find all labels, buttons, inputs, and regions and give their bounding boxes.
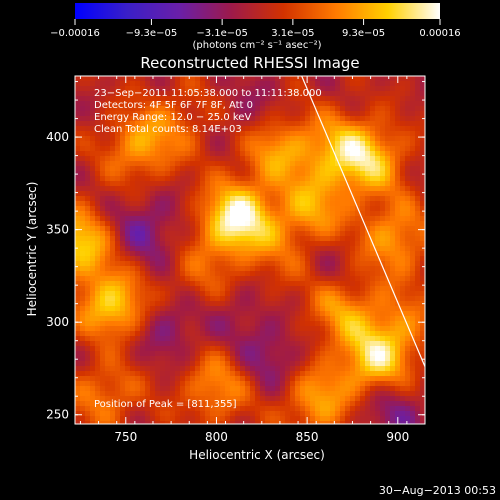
colorbar-tick-label: 3.1e−05	[271, 28, 314, 39]
x-tick-label: 800	[205, 430, 228, 444]
info-energy: Energy Range: 12.0 − 25.0 keV	[94, 112, 251, 123]
colorbar: −0.00016 −9.3e−05 −3.1e−05 3.1e−05 9.3e−05 0.…	[50, 3, 461, 51]
y-tick-label: 250	[46, 408, 69, 422]
y-tick-label: 300	[46, 315, 69, 329]
info-method: Clean Total counts: 8.14E+03	[94, 124, 242, 135]
x-axis-label: Heliocentric X (arcsec)	[189, 448, 325, 462]
y-axis-label: Heliocentric Y (arcsec)	[25, 182, 39, 317]
x-tick-label: 750	[114, 430, 137, 444]
y-tick-label: 400	[46, 130, 69, 144]
colorbar-strip	[75, 3, 440, 19]
colorbar-unit-label: (photons cm⁻² s⁻¹ asec⁻²)	[192, 40, 321, 51]
info-time: 23−Sep−2011 11:05:38.000 to 11:11:38.000	[94, 88, 322, 99]
limb-line	[301, 76, 425, 367]
colorbar-tick-label: 0.00016	[419, 28, 460, 39]
footer-date: 30−Aug−2013 00:53	[379, 484, 496, 497]
colorbar-tick-label: 9.3e−05	[342, 28, 385, 39]
info-detectors: Detectors: 4F 5F 6F 7F 8F, Att 0	[94, 100, 253, 111]
info-peak: Position of Peak = [811,355]	[94, 399, 237, 410]
colorbar-tick-label: −0.00016	[50, 28, 100, 39]
y-tick-label: 350	[46, 223, 69, 237]
heatmap-image	[75, 76, 425, 424]
axis-ticks: 750 800 850 900 250 300 350 400	[46, 76, 426, 444]
colorbar-ticks: −0.00016 −9.3e−05 −3.1e−05 3.1e−05 9.3e−05 0.…	[50, 19, 461, 39]
x-tick-label: 900	[386, 430, 409, 444]
info-box: 23−Sep−2011 11:05:38.000 to 11:11:38.000…	[94, 88, 322, 410]
colorbar-tick-label: −3.1e−05	[196, 28, 248, 39]
plot-frame	[74, 75, 426, 425]
chart-title: Reconstructed RHESSI Image	[140, 54, 359, 72]
x-tick-label: 850	[296, 430, 319, 444]
colorbar-tick-label: −9.3e−05	[126, 28, 178, 39]
